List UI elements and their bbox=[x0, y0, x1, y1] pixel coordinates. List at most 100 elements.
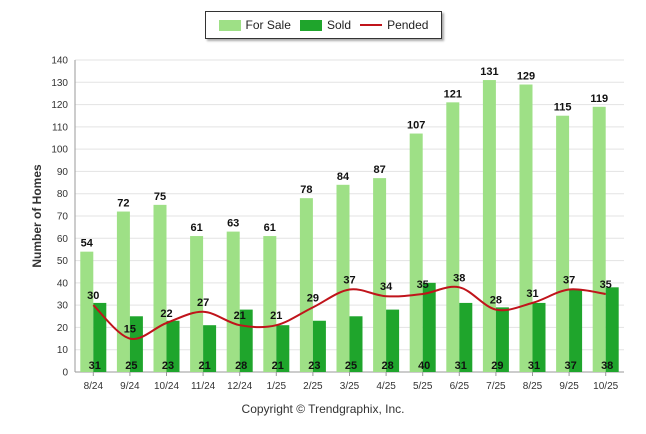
x-tick-label: 9/25 bbox=[559, 381, 579, 392]
label-sold: 23 bbox=[308, 360, 320, 372]
label-sold: 29 bbox=[491, 360, 503, 372]
label-pended: 28 bbox=[490, 295, 502, 307]
y-tick-label: 40 bbox=[57, 278, 69, 289]
x-axis-ticks: 8/24 9/24 10/24 11/24 12/24 1/25 2/25 3/25 4/25 5… bbox=[84, 372, 619, 392]
label-for-sale: 119 bbox=[590, 93, 608, 105]
label-for-sale: 54 bbox=[81, 238, 94, 250]
bar-for-sale bbox=[299, 198, 313, 372]
label-sold: 31 bbox=[455, 360, 467, 372]
bar-for-sale bbox=[153, 204, 167, 372]
label-for-sale: 72 bbox=[117, 198, 129, 210]
bar-for-sale bbox=[336, 184, 350, 372]
legend-label-pended: Pended bbox=[387, 18, 429, 32]
label-pended: 30 bbox=[87, 290, 99, 302]
bar-sold bbox=[349, 316, 363, 372]
y-tick-label: 70 bbox=[57, 212, 69, 223]
label-sold: 25 bbox=[125, 360, 137, 372]
label-pended: 37 bbox=[563, 275, 575, 287]
bar-sold bbox=[93, 302, 107, 372]
x-tick-label: 8/25 bbox=[523, 381, 543, 392]
y-axis-ticks: 0 10 20 30 40 50 60 70 80 90 100 110 120 130 140 bbox=[51, 56, 68, 379]
legend-item-pended[interactable]: Pended bbox=[360, 18, 428, 32]
label-for-sale: 131 bbox=[480, 66, 498, 78]
x-tick-label: 10/24 bbox=[154, 381, 179, 392]
label-pended: 21 bbox=[234, 310, 246, 322]
y-tick-label: 20 bbox=[57, 323, 69, 334]
bar-for-sale bbox=[482, 80, 496, 373]
bar-for-sale bbox=[263, 236, 277, 372]
label-pended: 15 bbox=[124, 324, 136, 336]
bar-sold bbox=[312, 320, 326, 372]
legend-label-sold: Sold bbox=[326, 18, 351, 32]
bar-sold bbox=[166, 320, 180, 372]
bar-sold bbox=[459, 302, 473, 372]
y-tick-label: 90 bbox=[57, 167, 69, 178]
x-tick-label: 7/25 bbox=[486, 381, 506, 392]
label-sold: 28 bbox=[235, 360, 247, 372]
bar-for-sale bbox=[519, 84, 533, 372]
bar-for-sale bbox=[226, 231, 240, 372]
label-pended: 22 bbox=[160, 308, 172, 320]
bar-sold bbox=[495, 307, 509, 372]
bar-sold bbox=[129, 316, 143, 372]
label-sold: 23 bbox=[162, 360, 174, 372]
bars-group bbox=[80, 80, 619, 373]
bar-for-sale bbox=[116, 211, 130, 372]
copyright-text: Copyright © Trendgraphix, Inc. bbox=[241, 402, 405, 416]
bar-sold bbox=[276, 325, 290, 372]
label-pended: 29 bbox=[307, 292, 319, 304]
bar-for-sale bbox=[190, 236, 204, 372]
label-pended: 35 bbox=[417, 279, 429, 291]
y-tick-label: 120 bbox=[51, 100, 68, 111]
label-for-sale: 115 bbox=[554, 102, 572, 114]
legend-label-for-sale: For Sale bbox=[245, 18, 291, 32]
label-sold: 31 bbox=[528, 360, 540, 372]
label-pended: 34 bbox=[380, 281, 393, 293]
bar-for-sale bbox=[373, 178, 387, 372]
label-for-sale: 129 bbox=[517, 71, 535, 83]
y-tick-label: 60 bbox=[57, 234, 69, 245]
legend: For Sale Sold Pended bbox=[205, 11, 442, 39]
bar-for-sale bbox=[446, 102, 460, 372]
label-sold: 21 bbox=[198, 360, 210, 372]
label-for-sale: 61 bbox=[190, 222, 202, 234]
y-tick-label: 130 bbox=[51, 78, 68, 89]
legend-item-sold[interactable]: Sold bbox=[299, 18, 351, 32]
label-sold: 40 bbox=[418, 360, 430, 372]
label-pended: 27 bbox=[197, 297, 209, 309]
label-sold: 28 bbox=[381, 360, 393, 372]
y-tick-label: 110 bbox=[52, 122, 68, 133]
legend-item-for-sale[interactable]: For Sale bbox=[218, 18, 291, 32]
x-tick-label: 1/25 bbox=[267, 381, 287, 392]
pended-line bbox=[92, 285, 606, 340]
label-pended: 37 bbox=[343, 275, 355, 287]
bar-sold bbox=[422, 282, 436, 372]
label-for-sale: 107 bbox=[407, 120, 425, 132]
x-tick-label: 3/25 bbox=[340, 381, 360, 392]
label-sold: 31 bbox=[89, 360, 101, 372]
label-sold: 21 bbox=[272, 360, 284, 372]
x-tick-label: 2/25 bbox=[303, 381, 323, 392]
bar-for-sale bbox=[409, 133, 423, 372]
x-tick-label: 11/24 bbox=[191, 381, 216, 392]
x-tick-label: 12/24 bbox=[227, 381, 252, 392]
y-tick-label: 50 bbox=[57, 256, 69, 267]
x-tick-label: 5/25 bbox=[413, 381, 433, 392]
bar-for-sale bbox=[592, 106, 606, 373]
label-for-sale: 78 bbox=[300, 184, 312, 196]
bar-sold bbox=[532, 302, 546, 372]
y-tick-label: 140 bbox=[51, 56, 68, 67]
bar-sold bbox=[203, 325, 217, 372]
bar-for-sale bbox=[80, 251, 94, 372]
label-sold: 25 bbox=[345, 360, 357, 372]
pended-swatch bbox=[360, 24, 383, 26]
x-tick-label: 8/24 bbox=[84, 381, 104, 392]
label-for-sale: 75 bbox=[154, 191, 166, 203]
y-tick-label: 30 bbox=[57, 301, 69, 312]
bar-sold bbox=[569, 289, 583, 372]
label-sold: 37 bbox=[564, 360, 576, 372]
x-tick-label: 6/25 bbox=[450, 381, 470, 392]
label-for-sale: 63 bbox=[227, 218, 239, 230]
data-labels: 54 30 31 72 15 25 75 22 23 61 27 21 63 21 28 61 21 21 78 29… bbox=[81, 66, 614, 372]
